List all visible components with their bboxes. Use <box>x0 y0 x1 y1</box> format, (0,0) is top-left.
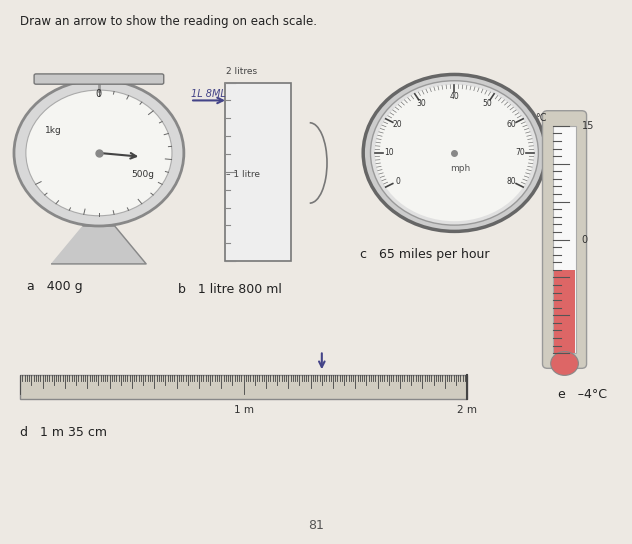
Text: e   –4°C: e –4°C <box>558 388 607 401</box>
Bar <box>20 375 467 399</box>
Text: c   65 miles per hour: c 65 miles per hour <box>360 248 490 261</box>
Text: d   1 m 35 cm: d 1 m 35 cm <box>20 426 107 439</box>
Text: 70: 70 <box>515 149 525 157</box>
Text: 1kg: 1kg <box>45 126 62 135</box>
Text: b   1 litre 800 ml: b 1 litre 800 ml <box>178 283 281 296</box>
Text: Draw an arrow to show the reading on each scale.: Draw an arrow to show the reading on eac… <box>20 15 317 28</box>
Text: 10: 10 <box>384 149 394 157</box>
Bar <box>225 83 291 261</box>
Bar <box>554 270 574 353</box>
Text: 80: 80 <box>506 177 516 186</box>
Text: 81: 81 <box>308 519 324 532</box>
Polygon shape <box>52 226 146 264</box>
Text: 2 litres: 2 litres <box>226 66 257 76</box>
Circle shape <box>550 351 578 375</box>
Text: 60: 60 <box>506 120 516 129</box>
Circle shape <box>363 75 545 231</box>
Bar <box>552 126 576 353</box>
Circle shape <box>14 80 184 226</box>
Text: °C: °C <box>535 113 546 123</box>
Text: 500g: 500g <box>131 170 155 180</box>
Text: 0: 0 <box>96 89 102 99</box>
Text: – 1 litre: – 1 litre <box>226 170 260 179</box>
Text: 40: 40 <box>449 92 459 101</box>
Text: 30: 30 <box>416 100 427 108</box>
Text: 50: 50 <box>482 100 492 108</box>
Circle shape <box>375 85 534 221</box>
Circle shape <box>26 90 172 216</box>
FancyBboxPatch shape <box>542 111 586 368</box>
Text: 0: 0 <box>581 234 588 244</box>
Text: mph: mph <box>451 164 471 173</box>
Text: 0: 0 <box>395 177 400 186</box>
FancyBboxPatch shape <box>34 74 164 84</box>
Circle shape <box>370 81 538 225</box>
Text: 2 m: 2 m <box>457 405 477 415</box>
Text: 1 m: 1 m <box>234 405 253 415</box>
Text: 20: 20 <box>392 120 403 129</box>
Text: 1L 8ML: 1L 8ML <box>191 89 226 99</box>
Text: a   400 g: a 400 g <box>27 280 82 293</box>
Text: 15: 15 <box>581 121 594 131</box>
